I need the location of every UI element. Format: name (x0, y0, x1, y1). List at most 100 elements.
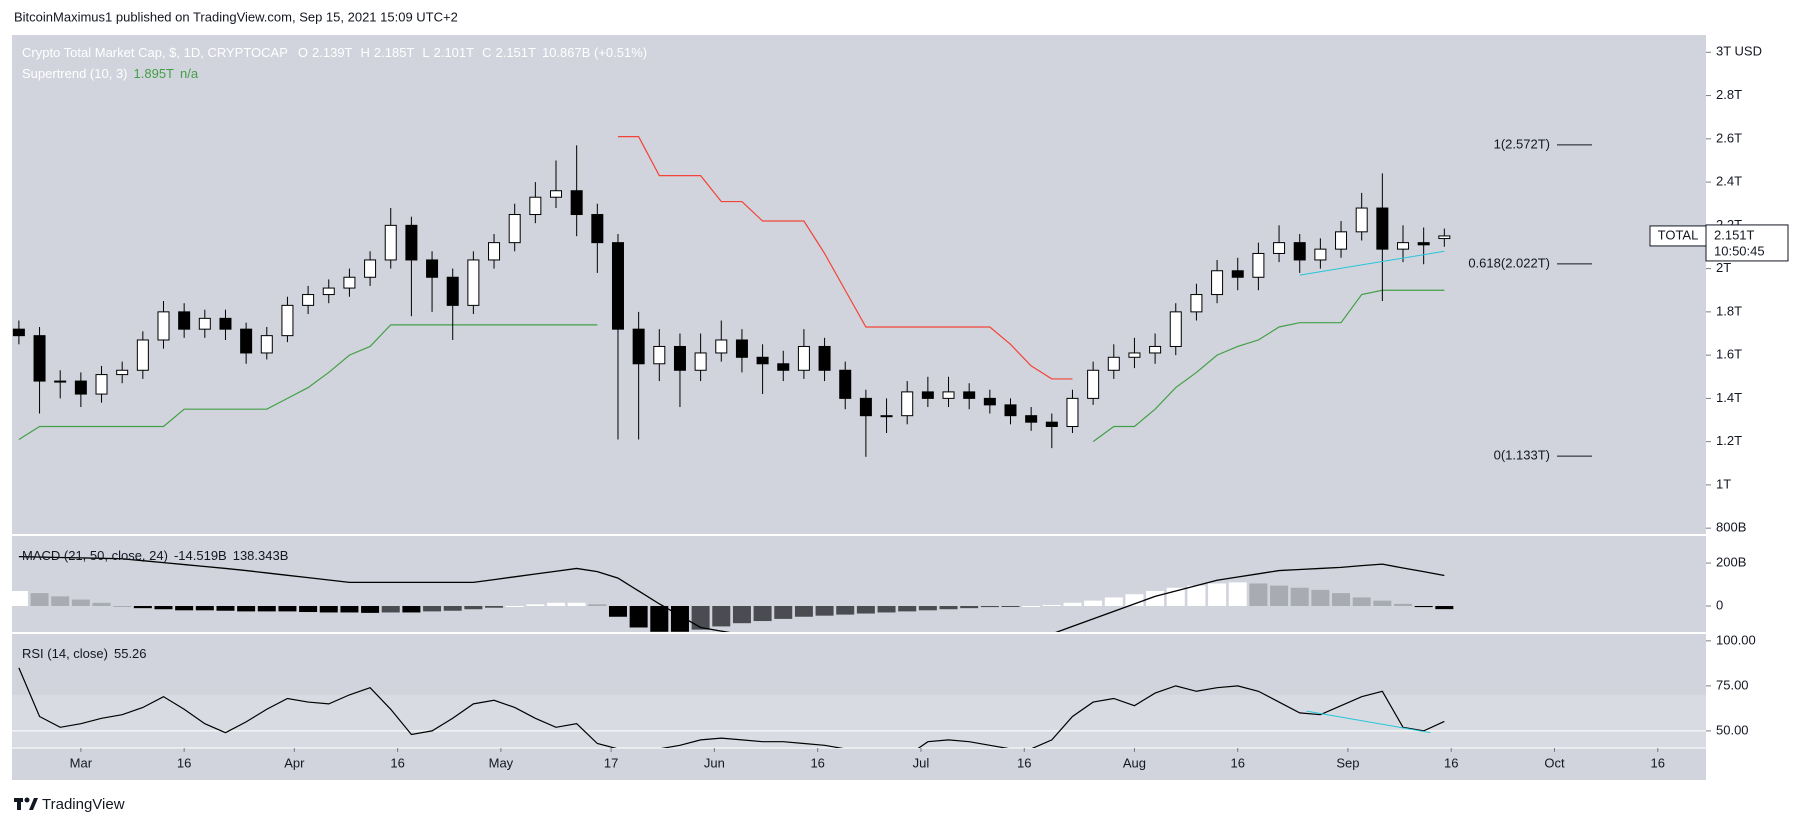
y-tick-label: 2.4T (1716, 174, 1742, 189)
macd-bar (299, 606, 318, 613)
candle-body (1211, 270, 1224, 296)
indicator-value: 1.895T (133, 66, 174, 81)
legend-key: H (360, 45, 370, 60)
trendline (1299, 250, 1445, 276)
macd-bar (1414, 606, 1433, 608)
macd-bar (1352, 597, 1371, 607)
macd-bar (1208, 583, 1227, 607)
candle-body (735, 339, 748, 358)
main-legend: Crypto Total Market Cap, $, 1D, CRYPTOCA… (22, 45, 647, 60)
candle-body (198, 317, 211, 330)
price-tag-box (1705, 224, 1789, 262)
candle-body (818, 345, 831, 371)
macd-bar (608, 606, 627, 617)
indicator-name: Supertrend (10, 3) (22, 66, 128, 81)
macd-bar (815, 606, 834, 616)
legend-key: O (297, 45, 309, 60)
macd-bar (1042, 604, 1061, 607)
indicator-name: MACD (21, 50, close, 24) (22, 548, 168, 563)
candle-body (178, 311, 191, 330)
macd-bar (464, 606, 483, 610)
candle-body (74, 380, 87, 395)
y-tick-label: 2T (1716, 260, 1731, 275)
price-tag-countdown: 10:50:45 (1714, 243, 1765, 258)
supertrend-up (18, 324, 598, 440)
brand: TradingView (42, 796, 125, 813)
candle-body (219, 317, 232, 330)
macd-bar (1373, 600, 1392, 607)
macd-bar (30, 593, 49, 607)
macd-bar (1084, 600, 1103, 607)
candle-body (632, 328, 645, 365)
macd-bar (505, 606, 524, 608)
main-pane (12, 35, 1706, 534)
supertrend-down (617, 136, 1073, 380)
candle-body (302, 294, 315, 306)
macd-bar (794, 606, 813, 617)
x-tick-label: 16 (810, 755, 824, 770)
candle-body (260, 335, 273, 354)
candle-body (426, 259, 439, 278)
candle-body (921, 391, 934, 399)
macd-bar (547, 602, 566, 607)
y-tick-label: 2.8T (1716, 87, 1742, 102)
candle-body (116, 369, 129, 376)
macd-bar (629, 606, 648, 628)
x-tick-label: Mar (70, 755, 93, 770)
layer (12, 555, 1454, 632)
y-tick-label: 3T USD (1716, 44, 1762, 59)
candle-body (756, 356, 769, 365)
ohlc-legend: O 2.139T H 2.185T L 2.101T C 2.151T (294, 45, 536, 60)
macd-bar (92, 602, 111, 607)
x-tick-label: 16 (1651, 755, 1665, 770)
layer (12, 136, 1451, 457)
candle-body (1438, 235, 1451, 240)
change: 10.867B (+0.51%) (541, 45, 648, 60)
candle-body (33, 335, 46, 382)
legend-value: 2.139T (312, 45, 353, 60)
layer (12, 667, 1706, 748)
price-tag-symbol: TOTAL (1658, 227, 1699, 242)
rsi-line (18, 667, 1445, 748)
rsi-band (12, 694, 1706, 748)
candle-body (467, 259, 480, 306)
macd-bar (588, 604, 607, 607)
candle-body (983, 397, 996, 406)
macd-bar (423, 606, 442, 612)
x-tick-label: Sep (1336, 755, 1359, 770)
legend-value: 2.101T (433, 45, 475, 60)
macd-bar (71, 599, 90, 607)
candle-body (136, 339, 149, 371)
y-tick-label: 75.00 (1716, 677, 1749, 692)
candle-body (1293, 242, 1306, 261)
candle-body (673, 345, 686, 371)
macd-bar (1249, 583, 1268, 607)
legend-value: 2.185T (373, 45, 415, 60)
macd-bar (1311, 589, 1330, 607)
candle-body (1128, 352, 1141, 358)
candle-body (1273, 242, 1286, 254)
candle-body (1376, 207, 1389, 250)
macd-bar (1394, 603, 1413, 607)
supertrend-legend: Supertrend (10, 3) 1.895T n/a (22, 66, 198, 81)
macd-bar (960, 606, 979, 609)
y-tick-label: 1T (1716, 476, 1731, 491)
y-tick-label: 50.00 (1716, 722, 1749, 737)
macd-bar (175, 606, 194, 611)
macd-bar (485, 606, 504, 608)
macd-bar (650, 606, 669, 632)
candle-body (1066, 397, 1079, 427)
macd-bar (12, 590, 28, 607)
candle-body (446, 276, 459, 306)
candle-body (1417, 242, 1430, 246)
candle-body (157, 311, 170, 341)
candle-body (364, 259, 377, 278)
candle-body (839, 369, 852, 399)
macd-bar (278, 606, 297, 612)
macd-bar (1104, 597, 1123, 607)
title: Crypto Total Market Cap, $, 1D, CRYPTOCA… (22, 45, 288, 60)
candle-body (384, 224, 397, 261)
macd-bar (237, 606, 256, 612)
candle-body (694, 352, 707, 371)
